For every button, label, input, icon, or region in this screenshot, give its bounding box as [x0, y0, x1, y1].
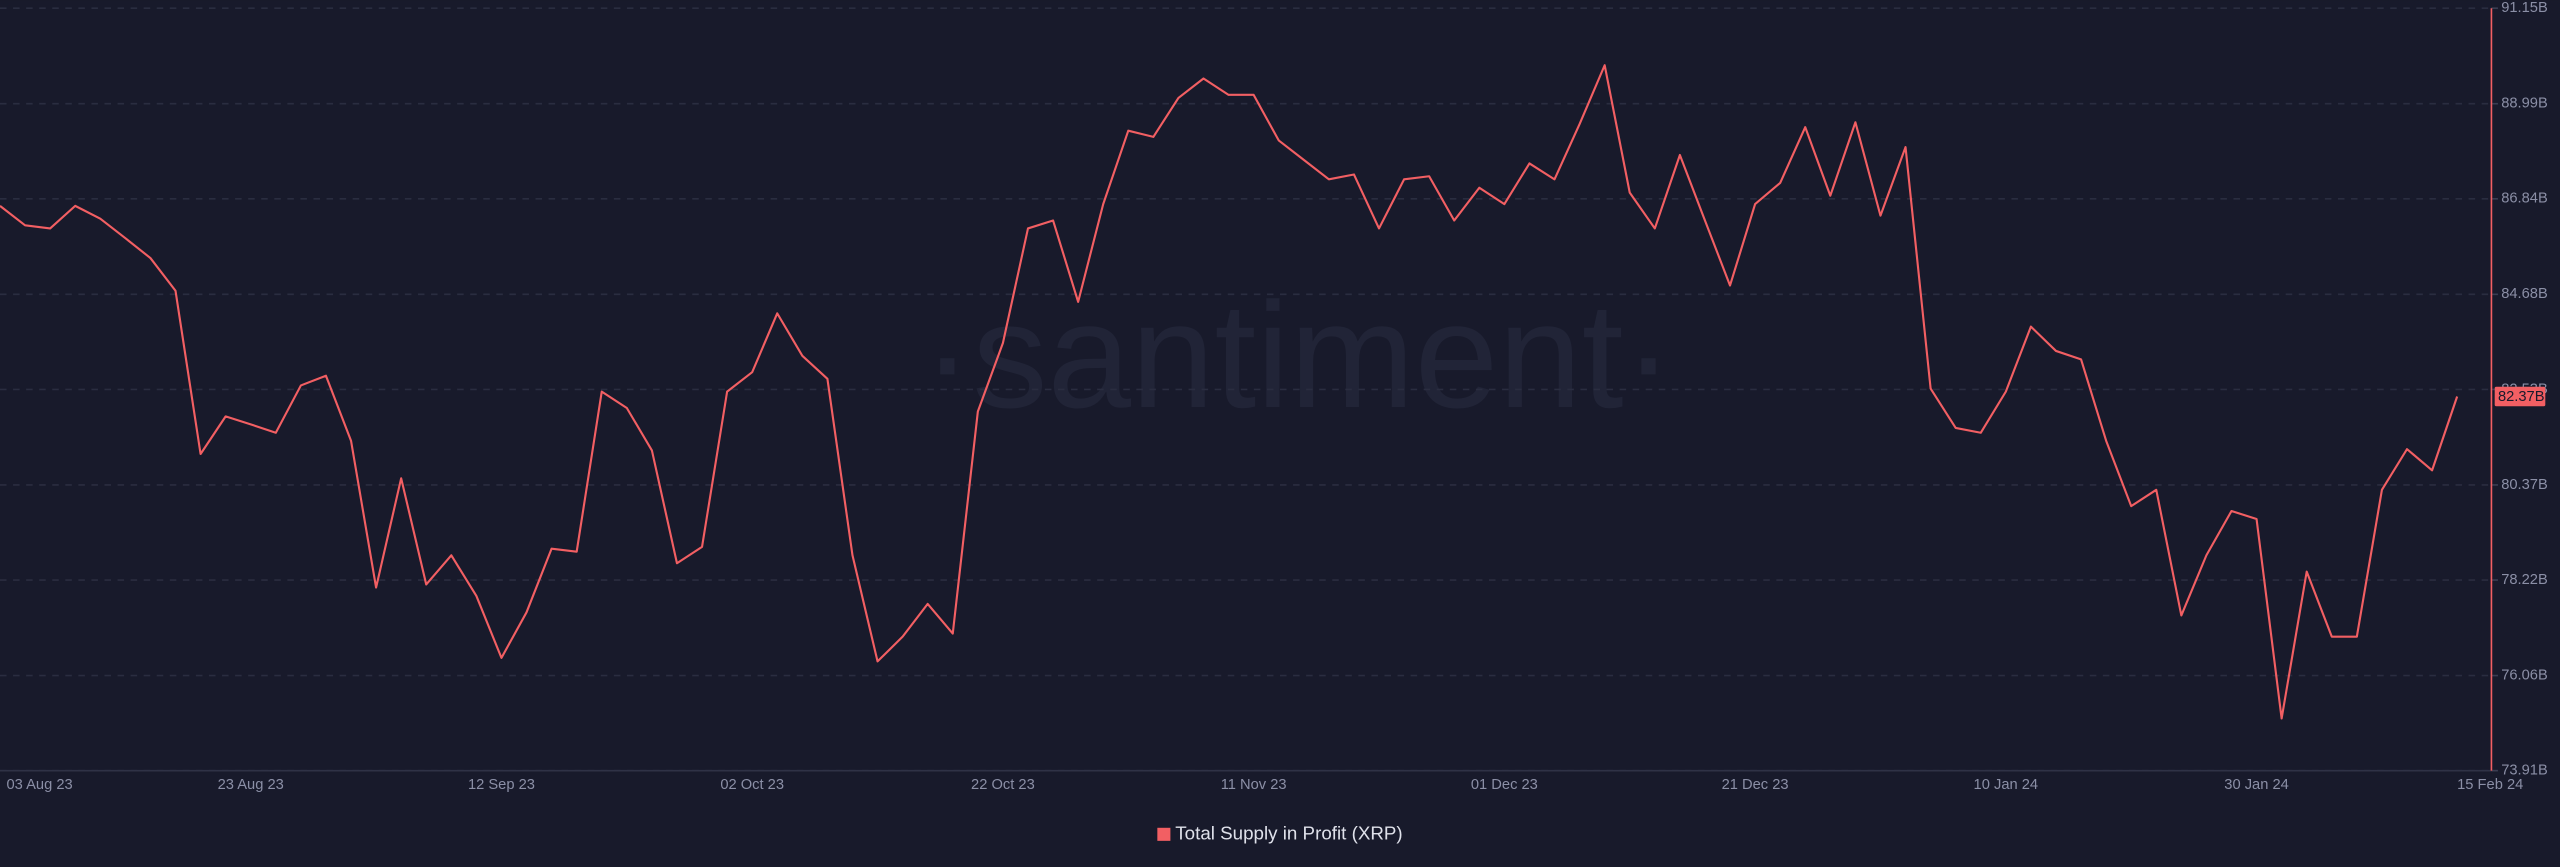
- x-tick-label: 30 Jan 24: [2224, 777, 2289, 793]
- x-tick-label: 21 Dec 23: [1722, 777, 1789, 793]
- legend-label: Total Supply in Profit (XRP): [1175, 822, 1402, 843]
- value-badge-label: 82.37B: [2498, 389, 2545, 405]
- y-tick-label: 80.37B: [2501, 477, 2548, 493]
- legend-swatch: [1157, 827, 1171, 841]
- y-tick-label: 86.84B: [2501, 191, 2548, 207]
- x-tick-label: 01 Dec 23: [1471, 777, 1538, 793]
- x-tick-label: 23 Aug 23: [218, 777, 284, 793]
- x-tick-label: 03 Aug 23: [7, 777, 73, 793]
- legend: Total Supply in Profit (XRP): [1157, 822, 1403, 843]
- x-tick-label: 10 Jan 24: [1974, 777, 2039, 793]
- y-tick-label: 73.91B: [2501, 763, 2548, 779]
- y-tick-label: 76.06B: [2501, 667, 2548, 683]
- x-tick-label: 15 Feb 24: [2457, 777, 2523, 793]
- y-tick-label: 91.15B: [2501, 0, 2548, 16]
- x-tick-label: 02 Oct 23: [720, 777, 784, 793]
- y-tick-label: 78.22B: [2501, 572, 2548, 588]
- x-tick-label: 22 Oct 23: [971, 777, 1035, 793]
- data-line: [0, 64, 2459, 720]
- value-badge: [2494, 386, 2546, 407]
- y-tick-label: 88.99B: [2501, 96, 2548, 112]
- y-tick-label: 84.68B: [2501, 286, 2548, 302]
- x-tick-label: 12 Sep 23: [468, 777, 535, 793]
- x-tick-label: 11 Nov 23: [1221, 777, 1287, 793]
- watermark: ·santiment·: [922, 271, 1673, 439]
